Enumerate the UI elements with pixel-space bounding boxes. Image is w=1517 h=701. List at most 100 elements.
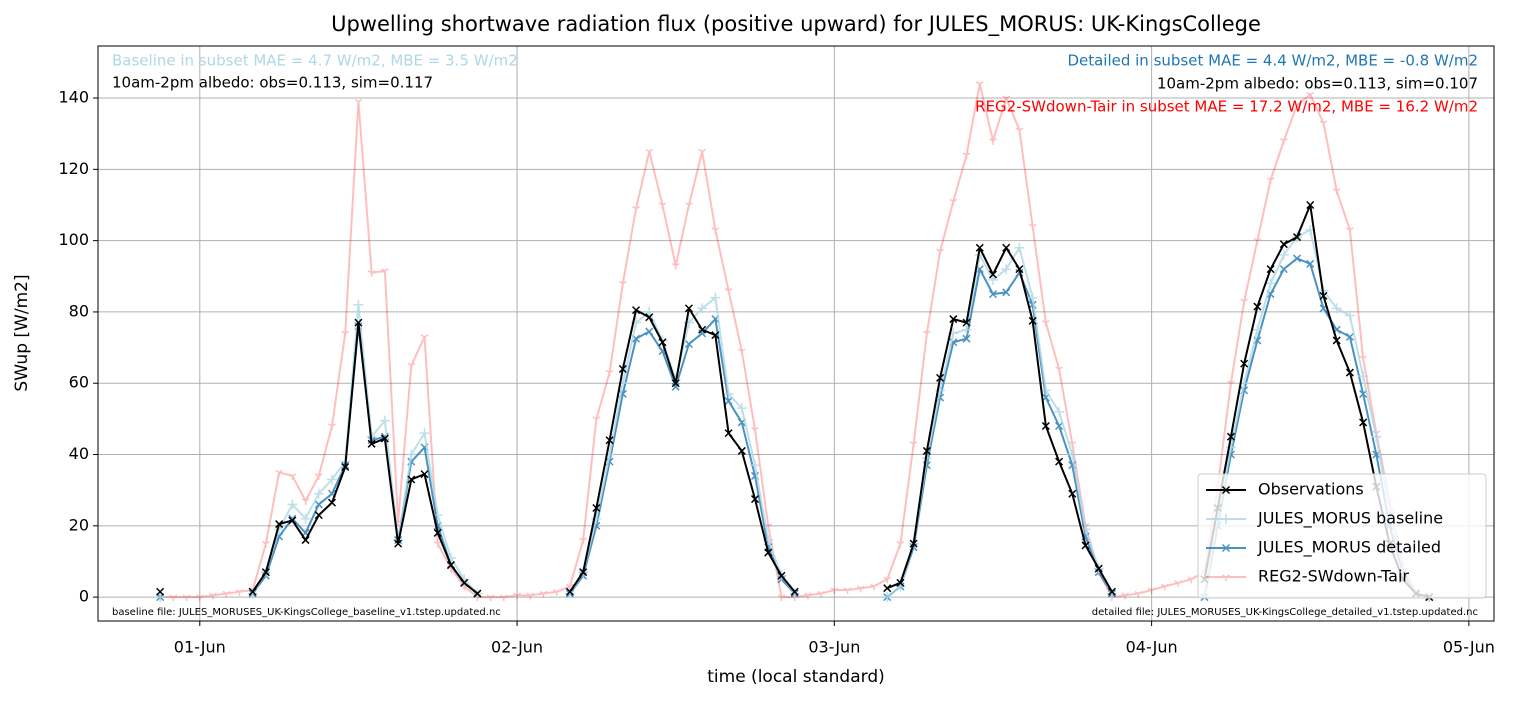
marker xyxy=(1041,421,1050,431)
marker xyxy=(354,318,363,327)
marker xyxy=(896,578,905,587)
marker xyxy=(1359,355,1368,363)
series-line xyxy=(251,203,1430,599)
annotation: detailed file: JULES_MORUSES_UK-KingsCol… xyxy=(1092,607,1478,618)
marker xyxy=(1359,418,1368,427)
y-tick-label: 120 xyxy=(58,159,89,178)
marker xyxy=(473,589,482,598)
marker xyxy=(275,520,284,529)
marker xyxy=(1332,188,1341,195)
marker xyxy=(962,334,971,343)
marker xyxy=(313,488,324,499)
marker xyxy=(698,148,707,156)
x-tick-label: 05-Jun xyxy=(1443,638,1495,657)
legend: Observations JULES_MORUS baseline JULES_MO… xyxy=(1197,473,1487,599)
legend-label: REG2-SWdown-Tair xyxy=(1258,567,1409,586)
legend-label: JULES_MORUS detailed xyxy=(1257,538,1441,558)
marker xyxy=(1371,431,1382,442)
marker xyxy=(1345,332,1354,341)
marker xyxy=(367,270,376,277)
marker xyxy=(261,568,270,577)
marker xyxy=(1041,319,1050,327)
marker xyxy=(1002,288,1011,297)
marker xyxy=(1174,580,1182,587)
marker xyxy=(843,587,852,594)
marker xyxy=(341,330,350,338)
legend-box xyxy=(1197,473,1487,599)
marker xyxy=(1331,303,1342,314)
marker xyxy=(592,416,601,423)
marker xyxy=(961,324,972,335)
marker xyxy=(988,270,998,279)
y-tick-label: 100 xyxy=(58,230,89,249)
marker xyxy=(235,589,244,596)
marker xyxy=(1081,541,1090,550)
marker xyxy=(1222,574,1230,581)
marker xyxy=(724,397,733,406)
legend-item xyxy=(1206,485,1246,495)
marker xyxy=(1344,310,1355,321)
marker xyxy=(896,540,905,548)
marker xyxy=(671,379,680,388)
marker xyxy=(618,364,627,374)
marker xyxy=(923,330,931,338)
marker xyxy=(723,388,734,399)
marker xyxy=(790,587,799,596)
marker xyxy=(645,313,654,322)
marker xyxy=(1306,91,1315,99)
marker xyxy=(698,325,707,334)
marker xyxy=(777,594,786,602)
marker xyxy=(711,227,720,234)
marker xyxy=(1187,576,1196,584)
marker xyxy=(909,441,918,448)
marker xyxy=(420,470,429,479)
marker xyxy=(1028,316,1037,325)
marker xyxy=(433,528,442,537)
plot-frame xyxy=(97,45,1495,622)
marker xyxy=(446,561,455,570)
marker xyxy=(419,428,430,439)
marker xyxy=(632,306,641,315)
legend-item xyxy=(1206,543,1246,553)
annotation: Detailed in subset MAE = 4.4 W/m2, MBE =… xyxy=(1067,52,1478,70)
marker xyxy=(195,594,204,602)
marker xyxy=(1221,543,1231,553)
marker xyxy=(724,287,733,295)
marker xyxy=(1221,514,1231,524)
marker xyxy=(579,537,588,545)
marker xyxy=(922,446,931,455)
marker xyxy=(1279,265,1288,274)
marker xyxy=(1121,592,1130,600)
marker xyxy=(1094,564,1103,573)
marker xyxy=(1293,102,1301,110)
marker xyxy=(380,268,389,275)
y-tick-label: 140 xyxy=(58,88,89,107)
marker xyxy=(1015,127,1024,135)
marker xyxy=(262,540,270,548)
marker xyxy=(1359,389,1368,398)
marker xyxy=(394,539,403,548)
marker xyxy=(671,382,680,391)
marker xyxy=(353,299,364,310)
marker xyxy=(975,243,984,252)
marker xyxy=(736,403,747,414)
marker xyxy=(1040,385,1051,396)
annotation: baseline file: JULES_MORUSES_UK-KingsCol… xyxy=(112,607,501,618)
marker xyxy=(1054,406,1065,417)
chart-title: Upwelling shortwave radiation flux (posi… xyxy=(331,12,1261,37)
marker xyxy=(882,592,893,603)
marker xyxy=(1134,590,1143,598)
marker xyxy=(949,315,958,324)
marker xyxy=(632,205,640,213)
marker xyxy=(987,274,998,285)
marker xyxy=(1279,138,1288,145)
marker xyxy=(1319,120,1328,127)
annotation: 10am-2pm albedo: obs=0.113, sim=0.107 xyxy=(1157,75,1478,93)
marker xyxy=(1226,432,1235,441)
y-tick-label: 80 xyxy=(69,301,89,320)
marker xyxy=(989,138,997,145)
marker xyxy=(513,592,521,600)
y-tick-label: 20 xyxy=(69,515,89,534)
marker xyxy=(645,148,654,156)
marker xyxy=(1001,264,1012,275)
